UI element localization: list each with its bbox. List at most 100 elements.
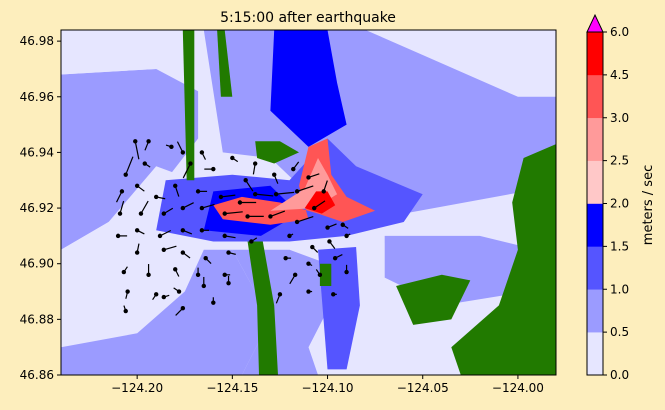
velocity-arrow-38 [199, 228, 210, 233]
velocity-arrow-39 [222, 233, 236, 239]
velocity-arrow-66 [275, 292, 283, 304]
velocity-arrow-0 [133, 139, 140, 160]
land-areas [182, 30, 556, 375]
land-area-6 [319, 263, 332, 286]
y-tick-label-0: 46.86 [20, 368, 54, 382]
colorbar-tick-label-8: 6.0 [610, 25, 629, 39]
x-tick-label-0: −124.20 [111, 381, 163, 395]
velocity-arrow-44 [344, 233, 351, 239]
velocity-arrow-5 [204, 166, 216, 172]
velocity-arrow-37 [180, 228, 193, 235]
velocity-arrow-54 [146, 264, 151, 278]
velocity-arrow-9 [291, 161, 300, 172]
velocity-arrow-13 [134, 183, 145, 192]
velocity-arrow-25 [161, 207, 174, 216]
colorbar-tick-label-5: 2.5 [610, 154, 629, 168]
colorbar-block-0 [587, 332, 603, 376]
velocity-arrow-65 [226, 275, 231, 286]
colorbar-block-7 [587, 32, 603, 76]
velocity-arrow-49 [226, 250, 236, 255]
colorbar-block-3 [587, 203, 603, 247]
speed-zone-11 [213, 138, 376, 225]
velocity-arrow-4 [182, 161, 193, 179]
x-tick-label-4: −124.00 [492, 381, 544, 395]
speed-zone-1 [61, 30, 157, 75]
colorbar-tick-label-1: 0.5 [610, 325, 629, 339]
colorbar-extend-triangle [586, 13, 604, 33]
velocity-arrow-75 [252, 161, 258, 175]
velocity-arrow-23 [117, 200, 125, 216]
colorbar-blocks [587, 32, 603, 376]
y-tick-label-2: 46.90 [20, 257, 54, 271]
velocity-arrow-11 [321, 180, 328, 194]
velocity-arrow-55 [173, 267, 180, 277]
y-axis: 46.86 46.88 46.90 46.92 46.94 46.96 46.98 [20, 34, 61, 382]
colorbar-block-4 [587, 160, 603, 204]
y-tick-label-6: 46.98 [20, 34, 54, 48]
velocity-arrow-76 [142, 161, 151, 168]
velocity-arrow-71 [175, 306, 186, 316]
land-area-2 [255, 141, 299, 164]
speed-zone-3 [61, 249, 271, 375]
colorbar-tick-label-2: 1.0 [610, 282, 629, 296]
velocity-arrow-52 [332, 254, 343, 261]
velocity-arrow-24 [138, 200, 149, 216]
velocity-arrow-27 [199, 203, 215, 211]
velocity-arrow-56 [195, 267, 201, 278]
velocity-arrow-14 [153, 194, 166, 200]
y-tick-label-3: 46.92 [20, 201, 54, 215]
plot-area: −124.20 −124.15 −124.10 −124.05 −124.00 46.8… [20, 29, 557, 395]
velocity-arrow-30 [268, 210, 286, 219]
velocity-arrow-33 [340, 222, 349, 229]
velocity-arrow-3 [165, 144, 174, 150]
velocity-arrow-6 [230, 155, 239, 163]
velocity-arrow-18 [237, 200, 257, 205]
velocity-arrow-69 [123, 305, 128, 314]
velocity-arrow-34 [115, 233, 128, 239]
colorbar-block-1 [587, 289, 603, 333]
land-area-3 [247, 241, 278, 375]
velocity-arrow-43 [327, 239, 336, 250]
y-tick-label-4: 46.94 [20, 145, 54, 159]
speed-zone-0 [61, 69, 199, 250]
velocity-arrow-19 [252, 191, 274, 197]
velocity-arrow-70 [161, 294, 170, 300]
colorbar-tick-label-6: 3.0 [610, 111, 629, 125]
land-area-1 [217, 30, 233, 97]
speed-zone-5 [270, 30, 347, 147]
velocity-arrow-2 [144, 139, 151, 151]
velocity-arrow-60 [344, 264, 349, 275]
velocity-arrow-8 [272, 172, 279, 184]
velocity-arrow-7 [243, 178, 254, 192]
colorbar-tick-label-3: 1.5 [610, 239, 629, 253]
colorbar-tick-label-4: 2.0 [610, 197, 629, 211]
velocity-arrow-1 [123, 156, 134, 177]
y-tick-label-1: 46.88 [20, 312, 54, 326]
velocity-arrow-15 [173, 183, 180, 197]
velocity-arrow-72 [211, 297, 216, 305]
velocity-arrow-28 [222, 211, 243, 216]
velocity-arrow-53 [121, 266, 128, 275]
velocity-arrow-68 [331, 292, 337, 297]
velocity-arrow-10 [306, 173, 320, 180]
plot-frame [60, 29, 557, 376]
velocity-arrow-50 [283, 255, 292, 261]
x-tick-label-1: −124.15 [206, 381, 258, 395]
velocity-arrow-51 [306, 261, 313, 267]
velocity-arrow-67 [306, 289, 313, 294]
velocity-arrow-59 [315, 269, 323, 278]
velocity-arrows [115, 139, 351, 316]
chart-title: 5:15:00 after earthquake [220, 10, 396, 26]
velocity-arrow-46 [161, 245, 177, 252]
velocity-arrow-26 [180, 202, 194, 211]
colorbar-tick-label-0: 0.0 [610, 368, 629, 382]
velocity-arrow-41 [287, 233, 294, 239]
velocity-arrow-36 [157, 229, 172, 239]
velocity-arrow-63 [173, 287, 182, 294]
colorbar-block-6 [587, 74, 603, 119]
velocity-arrow-57 [222, 272, 231, 278]
x-tick-label-2: −124.10 [302, 381, 354, 395]
velocity-arrow-61 [125, 289, 130, 299]
velocity-arrow-22 [312, 200, 326, 211]
